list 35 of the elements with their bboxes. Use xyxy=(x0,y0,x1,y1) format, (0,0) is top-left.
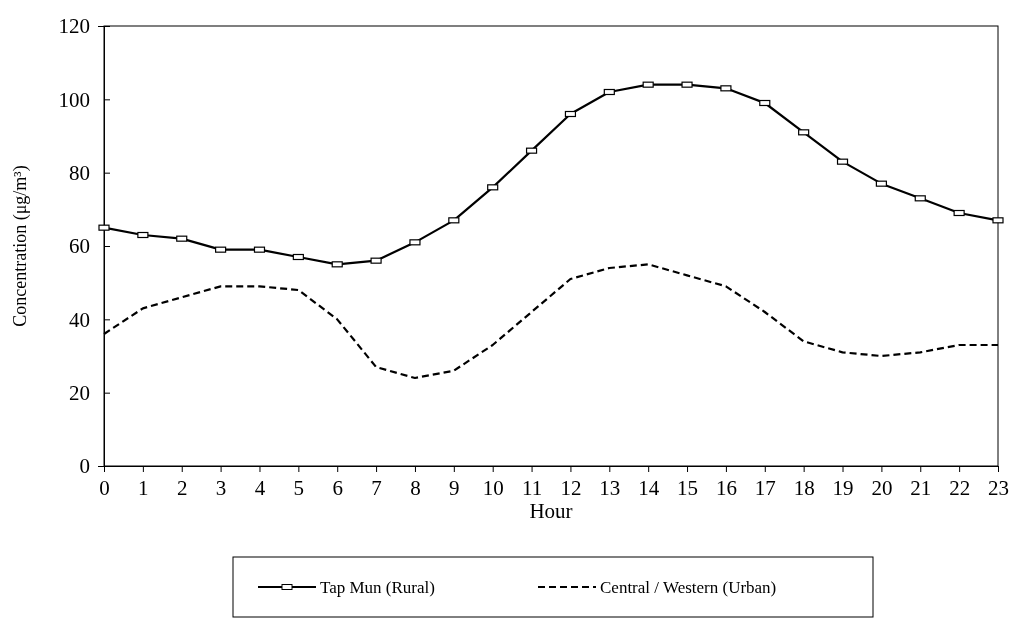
x-tick-label: 9 xyxy=(449,475,460,500)
x-tick-label: 10 xyxy=(482,475,504,500)
x-tick-label: 0 xyxy=(99,475,110,500)
x-tick-label: 8 xyxy=(410,475,421,500)
x-tick-label: 13 xyxy=(599,475,621,500)
y-tick-label: 60 xyxy=(69,234,90,259)
x-axis-title: Hour xyxy=(529,499,573,523)
x-tick-label: 7 xyxy=(371,475,382,500)
x-tick-label: 14 xyxy=(638,475,660,500)
x-tick-label: 17 xyxy=(754,475,776,500)
y-tick-label: 0 xyxy=(79,454,90,479)
x-tick-label: 22 xyxy=(949,475,971,500)
legend-label: Central / Western (Urban) xyxy=(600,578,777,597)
x-tick-label: 12 xyxy=(560,475,582,500)
y-tick-label: 100 xyxy=(58,87,90,112)
x-tick-label: 3 xyxy=(215,475,227,500)
y-tick-label: 40 xyxy=(69,307,90,332)
x-tick-label: 18 xyxy=(793,475,815,500)
x-tick-label: 15 xyxy=(677,475,699,500)
y-tick-label: 80 xyxy=(69,160,90,185)
x-tick-label: 19 xyxy=(832,475,854,500)
legend-label: Tap Mun (Rural) xyxy=(320,578,435,597)
x-tick-label: 1 xyxy=(138,475,149,500)
y-tick-label: 20 xyxy=(69,380,90,405)
y-tick-label: 120 xyxy=(58,14,90,39)
x-tick-label: 23 xyxy=(988,475,1009,500)
x-tick-label: 6 xyxy=(332,475,343,500)
x-tick-label: 11 xyxy=(521,475,543,500)
x-tick-label: 4 xyxy=(254,475,266,500)
x-tick-label: 16 xyxy=(715,475,737,500)
x-tick-label: 20 xyxy=(871,475,893,500)
y-axis-title: Concentration (μg/m³) xyxy=(10,165,31,327)
x-tick-label: 2 xyxy=(176,475,188,500)
x-tick-label: 21 xyxy=(910,475,932,500)
x-tick-label: 5 xyxy=(293,475,305,500)
